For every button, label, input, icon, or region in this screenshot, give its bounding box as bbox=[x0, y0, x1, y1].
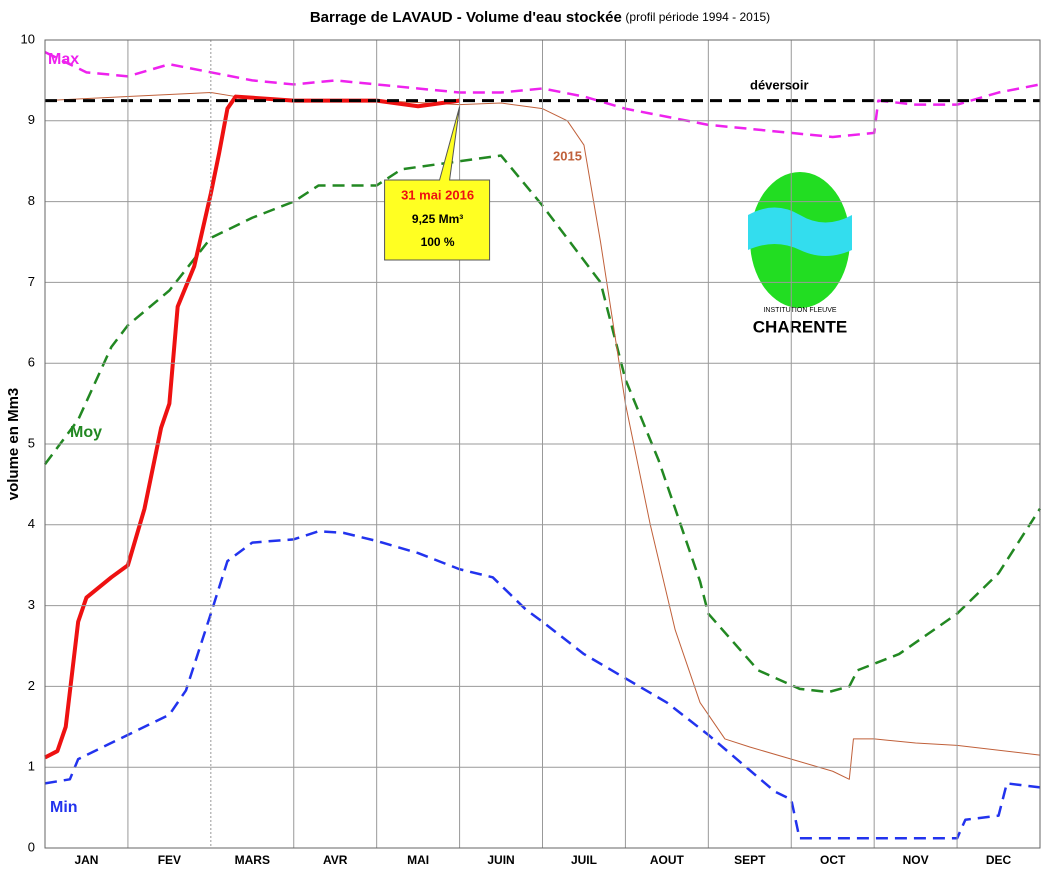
series-line bbox=[43, 154, 1041, 694]
y-tick-label: 4 bbox=[28, 516, 35, 531]
callout-volume: 9,25 Mm³ bbox=[412, 212, 463, 226]
y-tick-label: 2 bbox=[28, 678, 35, 693]
y-tick-label: 3 bbox=[28, 597, 35, 612]
x-tick-label: JAN bbox=[74, 853, 98, 867]
y-tick-label: 1 bbox=[28, 759, 35, 774]
plot-frame bbox=[44, 39, 1041, 849]
y-tick-label: 10 bbox=[21, 31, 35, 46]
callout bbox=[384, 106, 491, 261]
y-tick-label: 6 bbox=[28, 355, 35, 370]
x-tick-label: NOV bbox=[903, 853, 929, 867]
y-tick-label: 9 bbox=[28, 112, 35, 127]
title-main: Barrage de LAVAUD - Volume d'eau stockée bbox=[310, 9, 622, 26]
series-line bbox=[44, 50, 1041, 139]
callout-percent: 100 % bbox=[421, 235, 455, 249]
y-tick-label: 8 bbox=[28, 193, 35, 208]
x-tick-label: DEC bbox=[986, 853, 1012, 867]
x-tick-label: MARS bbox=[235, 853, 270, 867]
chart-title: Barrage de LAVAUD - Volume d'eau stockée… bbox=[310, 9, 770, 26]
x-tick-label: AOUT bbox=[650, 853, 685, 867]
logo: INSTITUTION FLEUVE CHARENTE bbox=[748, 172, 852, 336]
subtitle: (profil période 1994 - 2015) bbox=[625, 10, 770, 24]
x-tick-label: SEPT bbox=[734, 853, 766, 867]
x-tick-label: OCT bbox=[820, 853, 846, 867]
y-tick-label: 0 bbox=[28, 839, 35, 854]
series-label: déversoir bbox=[750, 77, 809, 92]
series-label: 2015 bbox=[553, 148, 582, 163]
logo-text: INSTITUTION FLEUVE bbox=[763, 307, 836, 314]
series-label: Moy bbox=[70, 424, 102, 441]
x-tick-label: FEV bbox=[158, 853, 181, 867]
logo-text: CHARENTE bbox=[753, 317, 847, 336]
series-line bbox=[44, 530, 1041, 840]
series-label: Max bbox=[48, 51, 79, 68]
x-tick-label: JUIN bbox=[487, 853, 514, 867]
x-tick-label: MAI bbox=[407, 853, 429, 867]
logo-wave bbox=[748, 207, 852, 256]
x-tick-label: AVR bbox=[323, 853, 348, 867]
y-tick-label: 7 bbox=[28, 274, 35, 289]
series-label: Min bbox=[50, 799, 78, 816]
y-tick-label: 5 bbox=[28, 435, 35, 450]
y-axis-label: volume en Mm3 bbox=[5, 388, 22, 501]
x-tick-label: JUIL bbox=[571, 853, 597, 867]
callout-date: 31 mai 2016 bbox=[401, 187, 474, 202]
